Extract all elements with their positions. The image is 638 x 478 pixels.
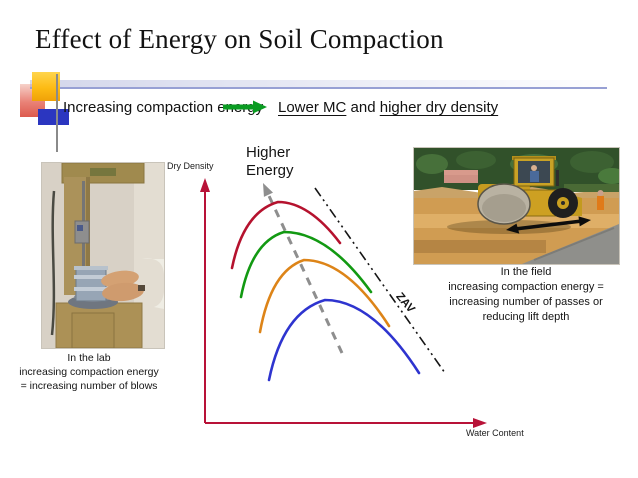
y-axis-label: Dry Density [167, 161, 214, 171]
lab-caption-line: = increasing number of blows [20, 380, 158, 393]
hammer-assembly [74, 220, 90, 244]
compaction-curve-energy-1-lowest [267, 298, 421, 382]
green-right-arrow-icon [223, 100, 267, 114]
compaction-curves-chart [200, 178, 487, 428]
lab-caption-line: In the lab [67, 352, 111, 364]
compaction-curve-energy-2 [258, 258, 391, 334]
field-caption-line: increasing number of passes or [449, 295, 603, 308]
field-caption: In the field increasing compaction energ… [424, 265, 628, 324]
energy-trend-arrowhead [263, 183, 274, 197]
statement-and: and [346, 99, 380, 116]
compaction-mold [75, 267, 107, 302]
ornament-blue-square [38, 109, 69, 125]
field-caption-line: reducing lift depth [482, 310, 570, 323]
field-roller-photo [413, 147, 620, 265]
compaction-curve-energy-3 [239, 230, 373, 299]
lab-compaction-photo [41, 162, 165, 349]
page-title: Effect of Energy on Soil Compaction [35, 24, 444, 54]
lift-edge [414, 240, 546, 253]
lab-coat-sleeve [142, 258, 164, 309]
ornament-yellow-square [32, 72, 60, 101]
compaction-curve-energy-4-highest [230, 200, 342, 270]
worker-orange-vest [597, 196, 604, 210]
statement-higher-dry-density: higher dry density [379, 99, 499, 116]
statement-lower-mc: Lower MC [278, 99, 347, 116]
field-caption-line: In the field [500, 266, 552, 278]
lab-caption-line: increasing compaction energy [19, 366, 159, 379]
title-divider-rule [30, 80, 607, 89]
lab-photo-illustration [42, 163, 164, 348]
hand-lower [102, 282, 144, 302]
wall-cable [50, 190, 56, 336]
field-photo-illustration [414, 148, 619, 264]
energy-trend-dashed-line [266, 193, 344, 354]
higher-energy-annotation: Higher Energy [246, 144, 294, 179]
road [522, 224, 619, 264]
roller-travel-double-arrow [506, 216, 591, 234]
statement-result: Lower MC and higher dry density [278, 99, 498, 116]
field-caption-line: increasing compaction energy = [448, 280, 604, 293]
x-axis-label: Water Content [466, 428, 524, 438]
lab-caption: In the lab increasing compaction energy … [9, 351, 169, 394]
operator [531, 165, 537, 171]
zav-line [314, 187, 446, 374]
x-axis-arrowhead [473, 418, 487, 428]
y-axis-arrowhead [200, 178, 210, 192]
exhaust-stack [556, 170, 559, 186]
ornament-vertical-line [56, 74, 58, 152]
statement-increasing-energy: Increasing compaction energy [63, 99, 264, 116]
